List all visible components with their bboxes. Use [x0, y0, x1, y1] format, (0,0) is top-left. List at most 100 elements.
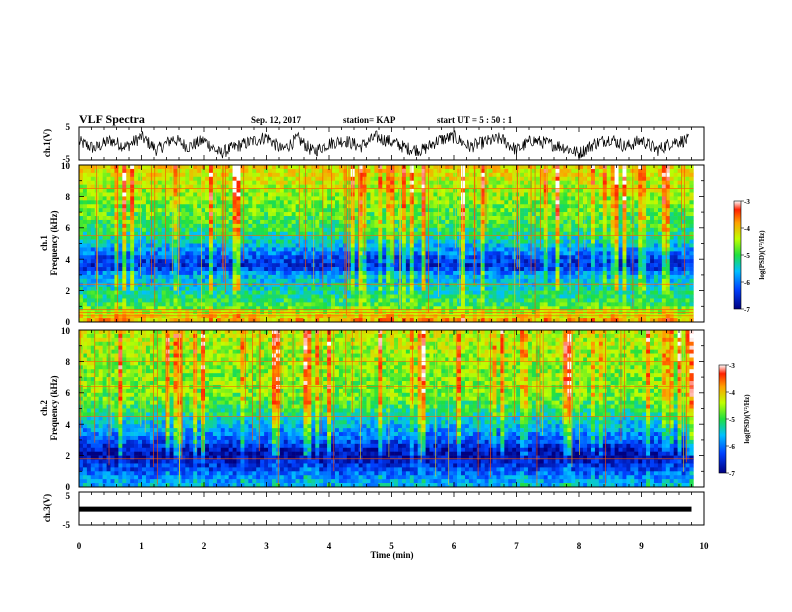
p2-heat-cell — [161, 196, 166, 201]
p2-heat-cell — [260, 294, 265, 299]
p2-heat-cell — [205, 180, 210, 185]
p2-heat-cell — [98, 172, 103, 178]
p2-heat-cell — [366, 270, 371, 276]
p2-heat-cell — [366, 247, 371, 252]
p2-heat-cell — [461, 263, 466, 268]
p2-heat-cell — [437, 231, 442, 236]
p2-heat-cell — [366, 165, 371, 170]
p2-heat-cell — [327, 290, 332, 295]
p2-heat-cell — [287, 255, 292, 260]
p2-heat-cell — [114, 208, 119, 213]
p2-heat-cell — [405, 208, 411, 213]
p2-heat-cell — [145, 263, 151, 268]
p2-heat-cell — [268, 259, 273, 264]
p2-heat-cell — [342, 314, 348, 319]
p2-heat-cell — [122, 212, 127, 217]
p2-heat-cell — [134, 192, 139, 197]
p2-heat-cell — [409, 282, 415, 287]
p2-heat-cell — [354, 172, 359, 178]
p2-heat-cell — [449, 318, 454, 323]
p2-heat-cell — [240, 200, 245, 205]
p2-heat-cell — [102, 184, 107, 189]
p2-heat-cell — [256, 243, 261, 248]
p2-heat-cell — [90, 302, 96, 307]
p2-heat-cell — [382, 298, 387, 303]
p2-heat-cell — [228, 196, 233, 201]
p2-heat-cell — [386, 165, 391, 170]
p2-heat-cell — [153, 212, 159, 217]
p2-heat-cell — [315, 208, 320, 213]
p2-heat-cell — [232, 204, 237, 209]
p2-heat-cell — [236, 165, 241, 170]
p2-heat-cell — [279, 204, 285, 209]
p2-heat-cell — [358, 302, 363, 307]
p2-heat-cell — [90, 270, 96, 276]
p2-heat-cell — [224, 192, 229, 197]
p2-heat-cell — [142, 314, 147, 319]
p2-heat-cell — [291, 290, 296, 295]
p2-heat-cell — [331, 302, 336, 307]
p2-heat-cell — [295, 208, 300, 213]
p2-heat-cell — [331, 255, 336, 260]
p2-heat-cell — [126, 306, 131, 311]
p2-heat-cell — [413, 219, 418, 225]
p2-heat-cell — [508, 172, 513, 178]
p2-heat-cell — [185, 286, 190, 291]
p2-heat-cell — [524, 270, 529, 276]
p2-heat-cell — [232, 168, 237, 174]
p2-heat-cell — [468, 247, 474, 252]
p2-heat-cell — [527, 212, 533, 217]
p2-heat-cell — [122, 227, 127, 233]
p2-heat-cell — [197, 168, 202, 174]
p2-heat-cell — [181, 251, 186, 256]
p2-heat-cell — [401, 184, 407, 189]
p2-heat-cell — [484, 227, 489, 233]
p2-heat-cell — [98, 267, 103, 272]
p2-heat-cell — [240, 196, 245, 201]
p2-heat-cell — [331, 216, 336, 221]
p2-heat-cell — [484, 247, 489, 252]
p2-heat-cell — [382, 270, 387, 276]
p2-heat-cell — [374, 290, 379, 295]
p2-heat-cell — [193, 282, 198, 287]
p2-heat-cell — [173, 165, 178, 170]
p2-heat-cell — [480, 274, 485, 280]
p2-heat-cell — [524, 267, 529, 272]
p2-heat-cell — [405, 219, 411, 225]
p2-heat-cell — [173, 212, 178, 217]
p2-heat-cell — [539, 188, 545, 193]
p2-heat-cell — [185, 259, 190, 264]
p2-heat-cell — [173, 318, 178, 323]
p2-heat-cell — [488, 176, 493, 181]
p2-heat-cell — [82, 172, 88, 178]
p2-heat-cell — [268, 212, 273, 217]
p2-heat-cell — [189, 231, 194, 236]
p2-heat-cell — [264, 208, 269, 213]
p2-heat-cell — [461, 200, 466, 205]
p2-heat-cell — [149, 294, 155, 299]
p2-heat-cell — [457, 286, 462, 291]
p2-heat-cell — [484, 251, 489, 256]
p2-heat-cell — [413, 286, 418, 291]
p2-heat-cell — [555, 259, 560, 264]
p2-heat-cell — [205, 196, 210, 201]
p2-heat-cell — [264, 212, 269, 217]
p2-heat-cell — [212, 314, 218, 319]
p2-heat-cell — [516, 243, 521, 248]
p2-heat-cell — [114, 200, 119, 205]
p2-heat-cell — [551, 227, 556, 233]
p2-heat-cell — [405, 188, 411, 193]
p2-heat-cell — [220, 176, 226, 181]
p2-heat-cell — [390, 219, 395, 225]
p2-heat-cell — [539, 204, 545, 209]
p2-heat-cell — [386, 270, 391, 276]
p2-heat-cell — [484, 172, 489, 178]
p2-heat-cell — [216, 318, 222, 323]
p2-heat-cell — [535, 286, 541, 291]
p2-heat-cell — [468, 204, 474, 209]
p2-heat-cell — [547, 274, 552, 280]
p2-heat-cell — [82, 278, 88, 284]
p2-heat-cell — [445, 212, 450, 217]
p2-heat-cell — [405, 212, 411, 217]
p2-heat-cell — [256, 165, 261, 170]
